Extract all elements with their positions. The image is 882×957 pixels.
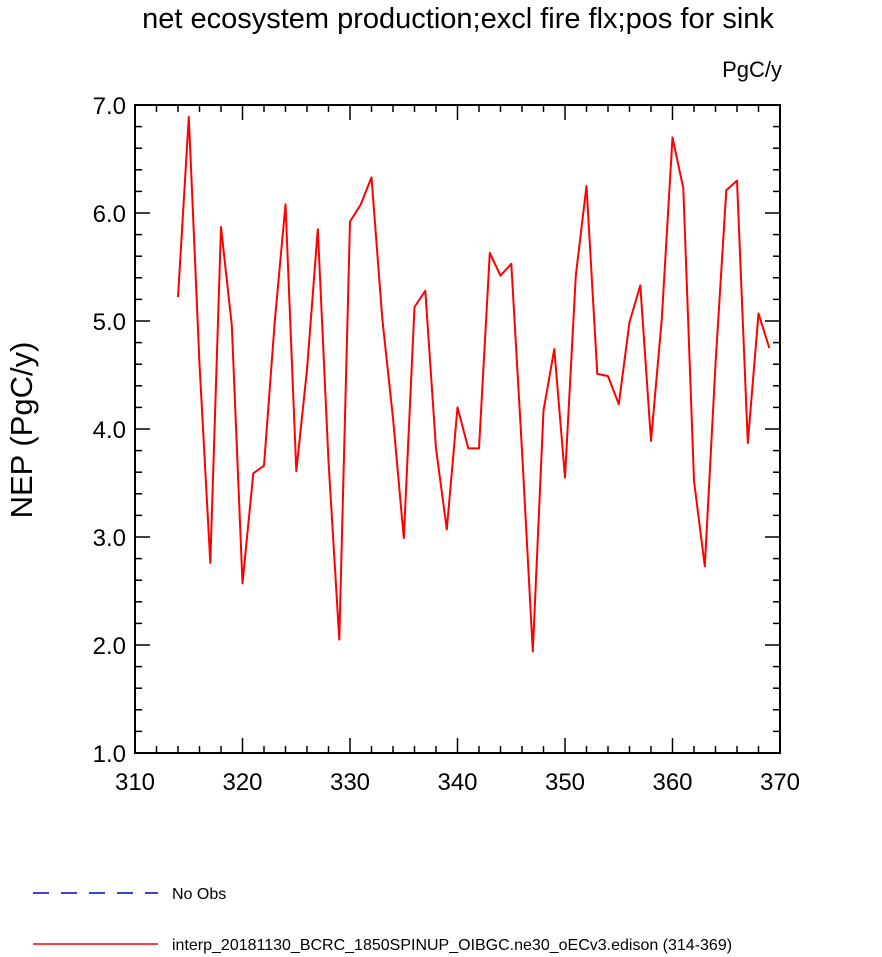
legend: No Obs interp_20181130_BCRC_1850SPINUP_OI…: [33, 886, 732, 954]
tick-labels: 310 320 330 340 350 360 370 1.0 2.0 3.0 4.0 5.0 6.0 7…: [93, 93, 800, 796]
x-tick-label: 340: [437, 769, 477, 796]
axis-ticks: [134, 104, 781, 754]
y-tick-label: 1.0: [93, 741, 126, 768]
x-tick-label: 330: [330, 769, 370, 796]
x-tick-label: 360: [652, 769, 692, 796]
legend-label-no-obs: No Obs: [172, 886, 226, 903]
x-tick-label: 320: [222, 769, 262, 796]
chart-title: net ecosystem production;excl fire flx;p…: [142, 3, 774, 35]
y-tick-label: 4.0: [93, 417, 126, 444]
series-group: [177, 115, 771, 653]
units-label: PgC/y: [722, 57, 782, 82]
y-axis-label: NEP (PgC/y): [4, 342, 39, 519]
series-line: [177, 115, 771, 653]
y-tick-label: 5.0: [93, 309, 126, 336]
x-tick-label: 370: [760, 769, 800, 796]
y-tick-label: 2.0: [93, 633, 126, 660]
y-tick-label: 6.0: [93, 201, 126, 228]
y-tick-label: 3.0: [93, 525, 126, 552]
legend-label-model: interp_20181130_BCRC_1850SPINUP_OIBGC.ne…: [172, 937, 732, 954]
x-tick-label: 350: [545, 769, 585, 796]
y-tick-label: 7.0: [93, 93, 126, 120]
x-tick-label: 310: [115, 769, 155, 796]
